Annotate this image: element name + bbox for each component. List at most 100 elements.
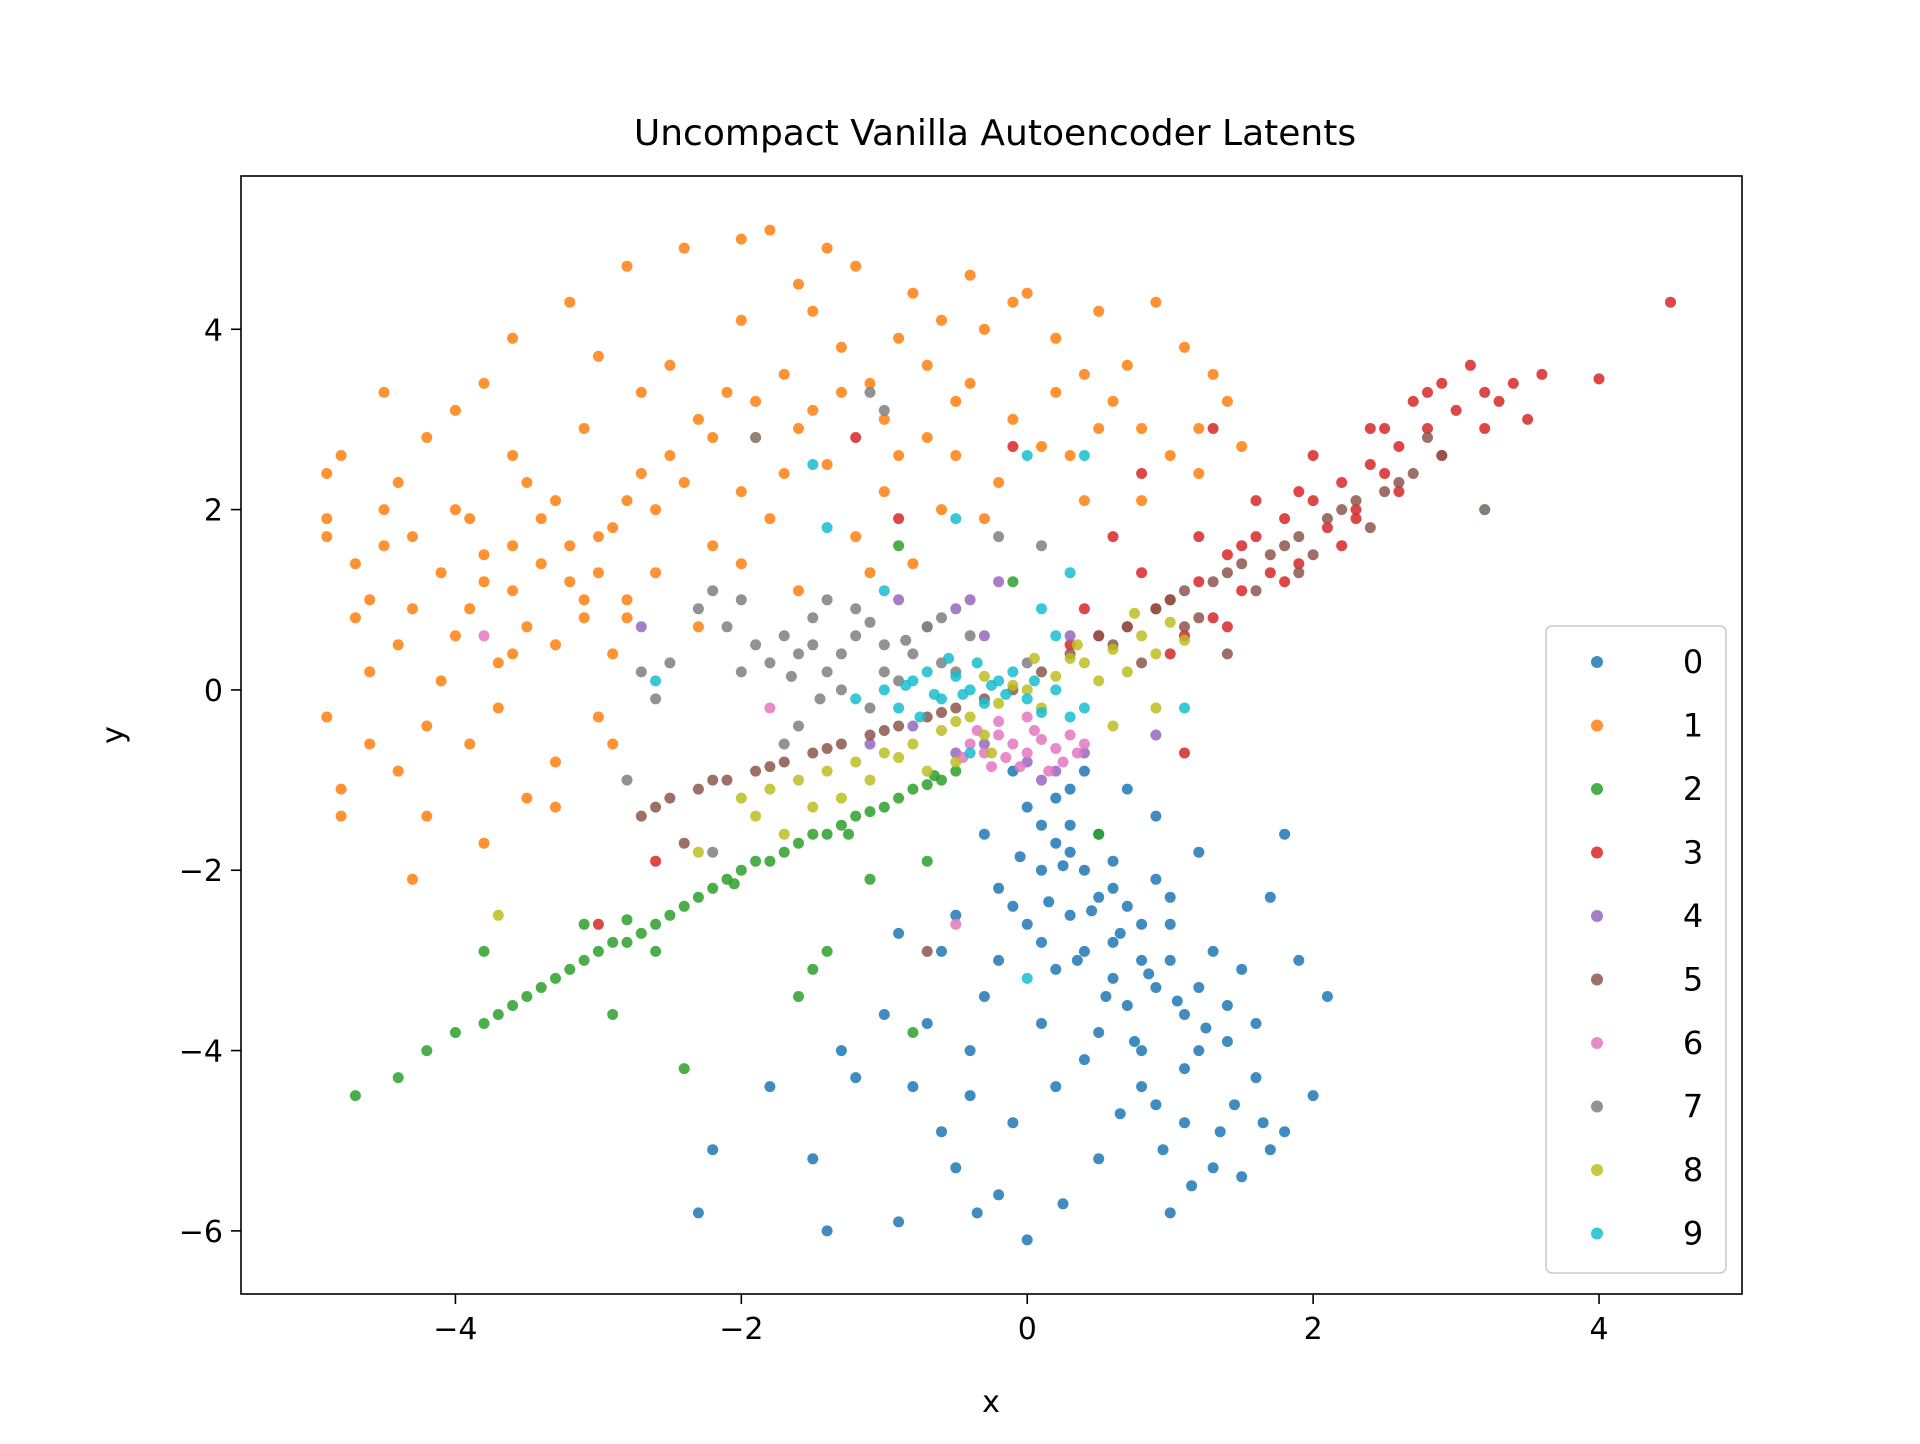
point-series-1-81 [621,612,633,624]
point-series-1-137 [550,801,561,813]
point-series-0-84 [1064,846,1076,858]
point-series-1-97 [1050,386,1062,398]
point-series-1-44 [1136,423,1148,434]
x-tick-label: 4 [1590,1312,1609,1347]
point-series-3-16 [1379,423,1391,434]
point-series-1-28 [635,468,647,479]
point-series-5-27 [1407,468,1419,479]
point-series-2-36 [893,792,905,804]
legend-entries: 0 1 2 3 4 5 6 7 8 9 [1591,643,1703,1253]
point-series-2-28 [664,909,676,921]
point-series-2-25 [578,954,590,966]
point-series-1-40 [1007,296,1019,308]
point-series-8-4 [850,756,862,768]
point-series-1-1 [535,513,547,525]
point-series-1-80 [550,756,561,768]
point-series-1-119 [592,350,604,362]
point-series-0-57 [978,828,990,840]
point-series-0-32 [807,1153,819,1165]
point-series-5-22 [1264,549,1276,561]
point-series-1-60 [621,260,633,272]
point-series-0-61 [1107,972,1119,984]
point-series-6-4 [1021,747,1033,759]
point-series-1-42 [1078,368,1090,380]
point-series-9-29 [878,585,890,597]
point-series-6-0 [964,738,976,750]
point-series-0-52 [1150,810,1162,822]
point-series-1-103 [421,720,433,732]
point-series-3-48 [850,432,862,443]
point-series-2-50 [1007,576,1019,588]
point-series-0-75 [936,1126,947,1138]
series-8 [492,607,1190,921]
point-series-9-6 [1050,684,1062,696]
point-series-0-81 [1107,882,1119,894]
point-series-7-18 [793,720,804,732]
point-series-9-10 [950,670,962,682]
y-tick-label: 4 [204,313,223,348]
point-series-2-13 [735,864,747,876]
point-series-2-40 [807,963,819,975]
legend-label: 9 [1683,1215,1703,1253]
point-series-9-32 [1179,702,1190,714]
point-series-5-11 [950,702,962,714]
point-series-0-96 [1014,851,1026,863]
point-series-3-58 [1350,513,1362,525]
point-series-1-17 [492,702,504,714]
point-series-3-3 [1250,531,1262,543]
point-series-8-34 [692,846,704,858]
point-series-3-33 [1422,386,1433,398]
legend-label: 5 [1683,961,1703,999]
series-3 [592,296,1676,930]
point-series-2-34 [835,819,847,831]
point-series-1-59 [821,242,833,254]
point-series-0-102 [971,1207,983,1219]
point-series-1-20 [335,783,347,795]
point-series-1-126 [650,567,662,579]
point-series-0-74 [964,1090,976,1102]
point-series-5-8 [864,729,876,741]
point-series-0-95 [1043,896,1055,908]
point-series-6-7 [1064,729,1076,741]
point-series-4-14 [635,621,647,633]
point-series-6-18 [764,702,776,714]
point-series-1-91 [793,423,804,434]
point-series-5-49 [678,837,690,849]
legend-label: 8 [1683,1151,1703,1189]
point-series-5-33 [821,743,833,754]
point-series-7-23 [878,666,890,678]
point-series-9-37 [986,679,997,691]
point-series-0-70 [1150,1099,1162,1111]
point-series-0-97 [1229,1099,1240,1111]
legend-marker [1591,1100,1603,1113]
point-series-1-35 [864,377,876,389]
point-series-0-33 [835,1045,847,1057]
point-series-3-19 [1293,486,1305,498]
point-series-5-47 [1221,648,1233,660]
point-series-2-29 [692,891,704,903]
point-series-8-3 [821,765,833,777]
point-series-7-28 [1036,540,1047,552]
y-axis-label: y [96,726,131,744]
point-series-8-19 [921,765,933,777]
point-series-8-35 [950,756,962,768]
point-series-1-38 [950,395,962,407]
point-series-6-9 [1000,752,1012,763]
point-series-0-43 [1179,1117,1190,1129]
legend-entry-9: 9 [1591,1215,1703,1253]
point-series-7-9 [864,702,876,714]
point-series-2-9 [621,936,633,948]
point-series-0-86 [1057,860,1069,872]
point-series-0-80 [1078,864,1090,876]
point-series-8-25 [835,792,847,804]
point-series-1-105 [464,513,476,525]
point-series-3-7 [1364,459,1376,470]
legend-label: 0 [1683,643,1703,681]
point-series-2-6 [535,982,547,993]
point-series-9-8 [893,702,905,714]
point-series-2-4 [478,1018,490,1029]
legend-label: 3 [1683,834,1703,872]
point-series-1-114 [1193,468,1205,479]
point-series-1-39 [978,323,990,335]
points-layer [321,224,1676,1246]
